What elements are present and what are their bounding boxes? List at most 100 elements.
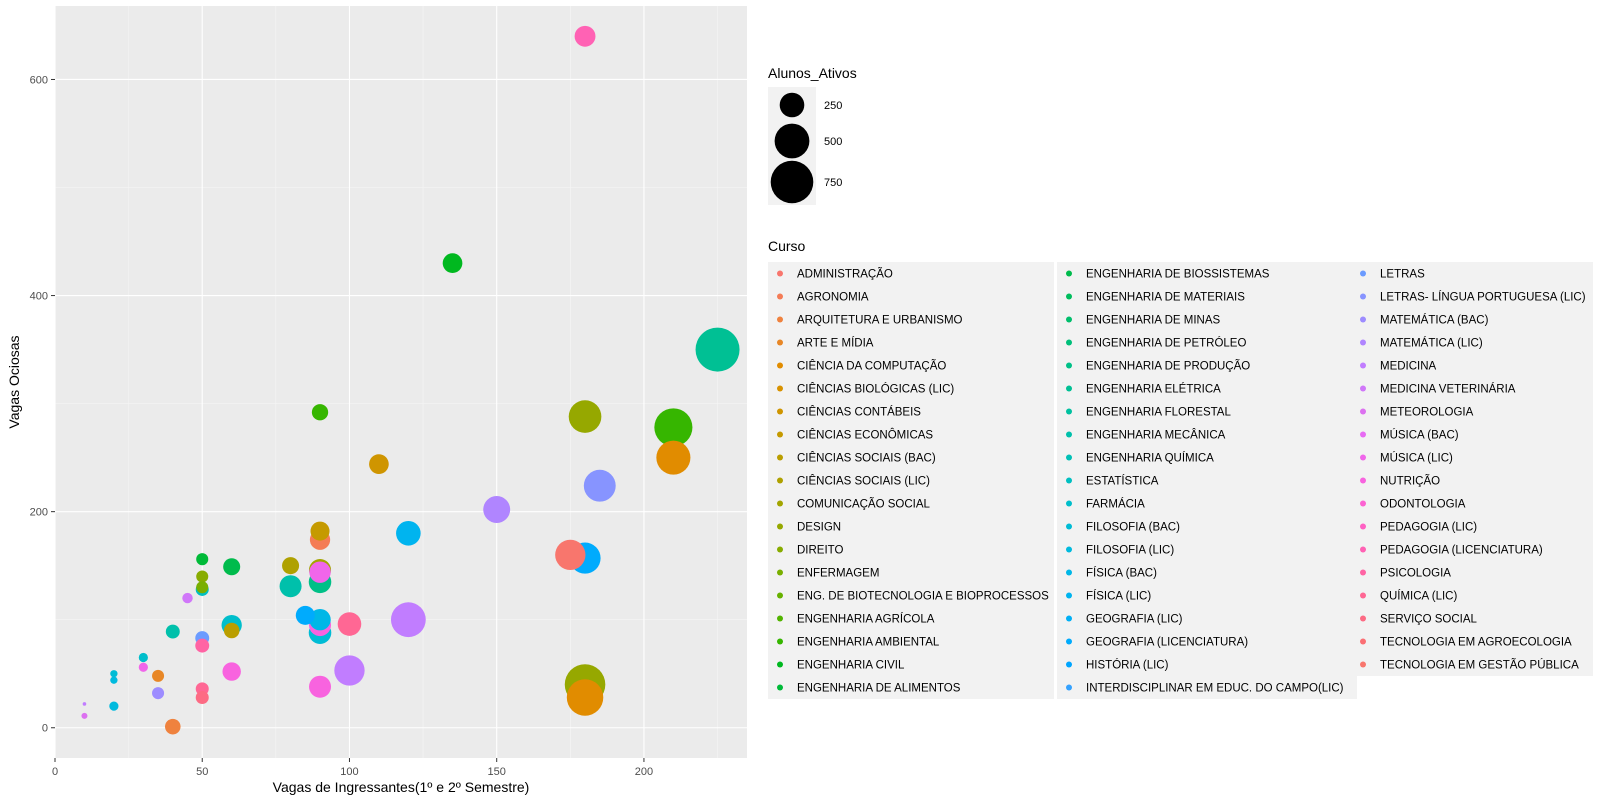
data-point [165,624,180,639]
x-tick-label: 0 [52,766,58,778]
color-legend-label: ADMINISTRAÇÃO [797,268,893,281]
color-legend-label: ENGENHARIA CIVIL [797,660,905,672]
color-legend-label: ENGENHARIA DE ALIMENTOS [797,683,961,695]
color-legend-label: LETRAS [1380,269,1425,281]
color-legend-label: MATEMÁTICA (LIC) [1380,337,1483,350]
color-legend-swatch [1066,339,1072,346]
color-legend-label: ENGENHARIA DE PRODUÇÃO [1086,360,1250,373]
data-point [81,712,88,719]
color-legend-swatch [777,684,783,691]
color-legend-label: ENG. DE BIOTECNOLOGIA E BIOPROCESSOS [797,591,1049,603]
color-legend-label: GEOGRAFIA (LIC) [1086,614,1183,626]
data-point [568,400,602,433]
color-legend-swatch [1066,569,1072,576]
color-legend-label: DESIGN [797,522,841,534]
color-legend-swatch [1066,500,1072,507]
y-tick-label: 0 [42,723,48,735]
color-legend-swatch [777,546,783,553]
data-points [81,25,740,735]
color-legend-label: METEOROLOGIA [1380,407,1474,419]
data-point [223,558,241,576]
color-legend-label: FÍSICA (LIC) [1086,590,1151,603]
color-legend-swatch [1066,661,1072,668]
color-legend-label: ENGENHARIA MECÂNICA [1086,429,1226,442]
color-legend-label: ENGENHARIA DE BIOSSISTEMAS [1086,269,1270,281]
color-legend-swatch [1360,592,1366,599]
size-legend-label: 250 [824,100,842,112]
color-legend-swatch [777,523,783,530]
color-legend-column [768,262,1054,699]
color-legend-label: ENGENHARIA QUÍMICA [1086,452,1214,465]
data-point [555,539,586,571]
color-legend-label: TECNOLOGIA EM GESTÃO PÚBLICA [1380,659,1579,672]
color-legend-swatch [1066,362,1072,369]
color-legend-label: CIÊNCIAS CONTÁBEIS [797,406,921,419]
color-legend-label: ENGENHARIA ELÉTRICA [1086,383,1221,396]
color-legend-swatch [1360,477,1366,484]
data-point [138,662,148,672]
data-point [165,718,181,735]
color-legend-swatch [777,270,783,277]
color-legend-swatch [1066,408,1072,415]
data-point [109,701,119,711]
color-legend-swatch [1360,569,1366,576]
color-legend-label: ENFERMAGEM [797,568,879,580]
color-legend-swatch [777,638,783,645]
color-legend-label: ARQUITETURA E URBANISMO [797,315,963,327]
data-point [195,690,209,705]
x-tick-label: 100 [340,766,358,778]
data-point [110,670,118,678]
color-legend-swatch [1066,316,1072,323]
x-tick-label: 200 [635,766,653,778]
color-legend: Curso ADMINISTRAÇÃO AGRONOMIA ARQUITETURA … [768,238,1593,699]
color-legend-label: CIÊNCIAS ECONÔMICAS [797,429,933,442]
color-legend-column [1057,262,1357,699]
data-point [654,408,693,447]
color-legend-swatch [777,500,783,507]
color-legend-label: MÚSICA (LIC) [1380,452,1453,465]
data-point [110,676,118,684]
color-legend-label: DIREITO [797,545,843,557]
color-legend-swatch [1360,523,1366,530]
size-legend-circle [774,123,810,159]
data-point [695,327,740,372]
data-point [311,404,329,421]
color-legend-swatch [777,592,783,599]
color-legend-label: ENGENHARIA AGRÍCOLA [797,613,935,626]
color-legend-label: SERVIÇO SOCIAL [1380,614,1478,626]
data-point [282,557,300,575]
color-legend-column [1351,262,1593,676]
color-legend-label: INTERDISCIPLINAR EM EDUC. DO CAMPO(LIC) [1086,683,1344,695]
color-legend-label: MEDICINA VETERINÁRIA [1380,383,1516,396]
color-legend-label: GEOGRAFIA (LICENCIATURA) [1086,637,1248,649]
data-point [309,675,332,698]
data-point [574,25,596,47]
data-point [566,679,604,716]
y-tick-label: 400 [30,291,48,303]
color-legend-swatch [777,454,783,461]
color-legend-label: FILOSOFIA (BAC) [1086,522,1180,534]
data-point [396,520,421,546]
data-point [196,553,209,566]
color-legend-label: ENGENHARIA FLORESTAL [1086,407,1231,419]
color-legend-swatch [1360,339,1366,346]
color-legend-swatch [1066,684,1072,691]
color-legend-swatch [1360,316,1366,323]
color-legend-swatch [777,316,783,323]
x-tick-label: 150 [488,766,506,778]
color-legend-label: PSICOLOGIA [1380,568,1451,580]
color-legend-swatch [777,569,783,576]
color-legend-label: ENGENHARIA DE MINAS [1086,315,1221,327]
color-legend-label: MATEMÁTICA (BAC) [1380,314,1489,327]
color-legend-label: PEDAGOGIA (LICENCIATURA) [1380,545,1543,557]
color-legend-label: ENGENHARIA DE PETRÓLEO [1086,337,1246,350]
size-legend-title: Alunos_Ativos [768,65,857,81]
color-legend-swatch [1066,638,1072,645]
color-legend-label: LETRAS- LÍNGUA PORTUGUESA (LIC) [1380,291,1586,304]
color-legend-swatch [1360,500,1366,507]
color-legend-swatch [1066,615,1072,622]
size-legend-circle [779,92,805,118]
data-point [152,669,165,682]
data-point [82,702,87,706]
